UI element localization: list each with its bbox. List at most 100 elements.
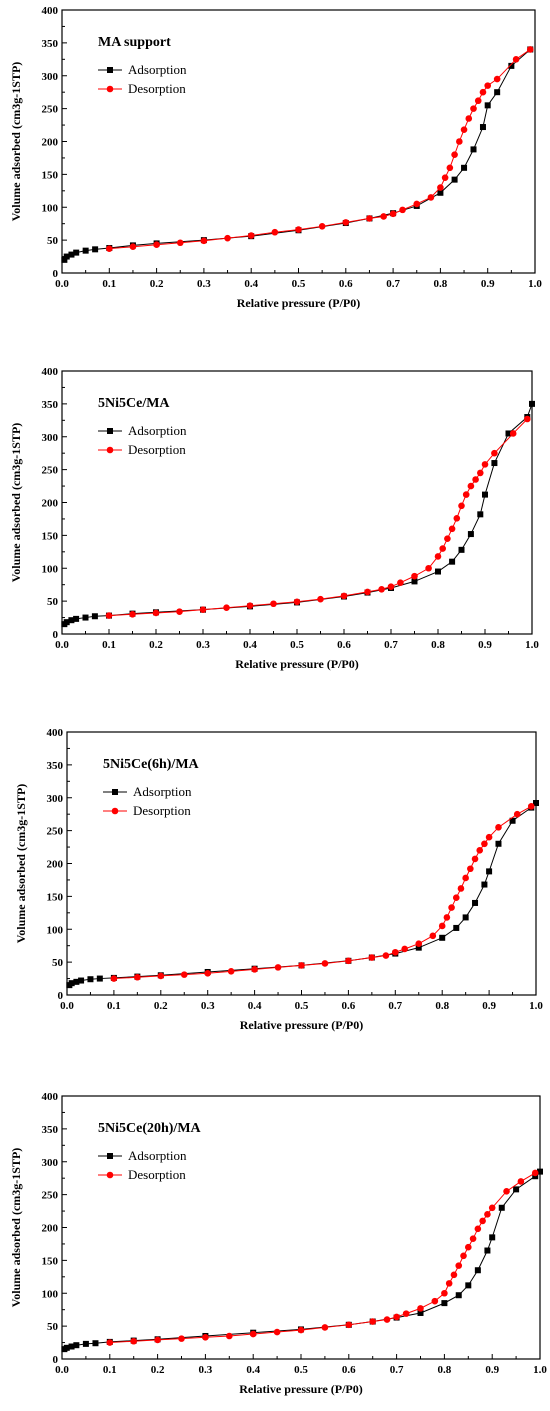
data-point [450, 1271, 458, 1279]
data-point [345, 1321, 353, 1329]
x-tick-label: 0.8 [438, 1364, 452, 1376]
data-point [477, 469, 484, 477]
data-point [368, 954, 376, 961]
data-point [68, 251, 75, 258]
y-tick-label: 300 [42, 1157, 59, 1169]
data-point [380, 213, 387, 220]
y-tick-label: 300 [47, 793, 64, 805]
series-line [64, 1171, 541, 1350]
chart-panel: 0.0 0.1 0.2 0.3 0.4 0.5 0.6 0.7 0.8 0.9 1.0 0 50 100 1… [14, 727, 543, 1032]
y-axis-label: Volume adsorbed (cm3g-1STP) [9, 62, 23, 222]
x-tick-label: 0.2 [154, 1000, 168, 1012]
x-tick-label: 1.0 [525, 639, 539, 651]
data-point [439, 934, 446, 941]
y-tick-label: 0 [53, 268, 59, 280]
y-tick-label: 50 [47, 596, 59, 608]
data-point [270, 600, 277, 608]
data-point [431, 1297, 439, 1305]
panel-title: MA support [98, 35, 171, 50]
y-tick-label: 350 [42, 38, 59, 50]
data-point [251, 966, 258, 973]
data-point [444, 535, 451, 542]
data-point [452, 894, 460, 901]
series-line [113, 805, 532, 980]
data-point [494, 89, 501, 96]
data-point [68, 617, 75, 624]
data-point [68, 1343, 75, 1350]
data-point [427, 194, 435, 201]
data-point [484, 102, 491, 109]
data-point [489, 1234, 496, 1241]
data-point [249, 1330, 257, 1338]
legend-label: Desorption [128, 81, 186, 96]
x-tick-label: 0.3 [197, 278, 211, 290]
x-tick-label: 0.4 [244, 278, 258, 290]
y-tick-label: 50 [52, 957, 64, 969]
data-point [451, 176, 458, 183]
data-point [517, 1178, 525, 1185]
x-tick-label: 0.4 [248, 1000, 262, 1012]
data-point [476, 847, 484, 854]
data-point [467, 865, 474, 873]
data-point [474, 1225, 482, 1233]
y-tick-label: 250 [42, 1190, 59, 1202]
x-tick-label: 0.6 [342, 1364, 356, 1376]
y-tick-label: 150 [47, 891, 64, 903]
legend-marker [107, 428, 113, 434]
data-point [491, 460, 498, 467]
data-point [479, 124, 486, 131]
y-tick-label: 0 [53, 629, 59, 641]
data-point [411, 578, 418, 585]
legend-marker [107, 1153, 113, 1159]
y-tick-label: 400 [47, 727, 64, 739]
data-point [470, 105, 477, 112]
x-tick-label: 0.6 [337, 639, 351, 651]
data-point [129, 610, 136, 618]
y-tick-label: 0 [58, 990, 64, 1002]
data-point [458, 502, 465, 510]
x-tick-label: 0.1 [107, 1000, 121, 1012]
x-tick-label: 0.1 [103, 1364, 117, 1376]
data-point [508, 62, 515, 69]
x-tick-label: 0.5 [290, 639, 304, 651]
data-point [451, 151, 458, 158]
data-point [63, 619, 70, 626]
data-point [392, 948, 399, 956]
data-point [82, 614, 89, 621]
data-point [61, 256, 68, 263]
data-point [503, 1188, 510, 1195]
data-point [455, 1292, 462, 1299]
chart-panel: 0.0 0.1 0.2 0.3 0.4 0.5 0.6 0.7 0.8 0.9 1.0 0 50 100 1… [9, 1091, 547, 1396]
x-tick-label: 0.7 [386, 278, 400, 290]
legend-marker [106, 85, 114, 93]
data-point [223, 604, 230, 611]
data-point [154, 1336, 161, 1344]
data-point [467, 531, 474, 538]
data-point [73, 978, 80, 985]
legend-marker [112, 789, 118, 795]
data-point [366, 215, 373, 222]
data-point [78, 977, 85, 984]
y-axis-label: Volume adsorbed (cm3g-1STP) [9, 423, 23, 583]
y-tick-label: 200 [47, 859, 64, 871]
x-tick-label: 0.2 [150, 278, 164, 290]
data-point [453, 514, 461, 522]
data-point [383, 1316, 391, 1323]
data-point [474, 1267, 481, 1274]
data-point [485, 833, 493, 841]
data-point [509, 817, 516, 824]
data-point [491, 449, 498, 457]
data-point [342, 219, 350, 226]
data-point [200, 237, 208, 245]
x-tick-label: 0.8 [435, 1000, 449, 1012]
data-point [484, 1211, 491, 1218]
legend-label: Desorption [128, 442, 186, 457]
data-point [274, 964, 282, 971]
data-point [369, 1318, 377, 1325]
panel-title: 5Ni5Ce(20h)/MA [98, 1121, 202, 1136]
data-point [411, 572, 418, 580]
data-point [437, 184, 444, 191]
x-tick-label: 1.0 [533, 1364, 547, 1376]
data-point [176, 239, 184, 247]
data-point [389, 210, 397, 218]
